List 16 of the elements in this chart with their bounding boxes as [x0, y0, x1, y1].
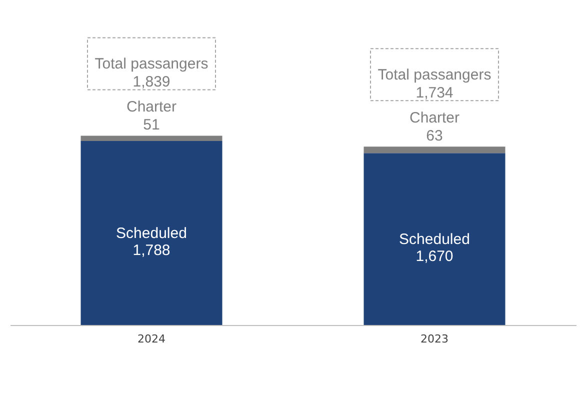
data-label: 1,788: [132, 242, 170, 259]
bar: [364, 146, 506, 154]
series-label: Charter: [126, 98, 177, 116]
bar: [80, 136, 222, 141]
text: Charter: [409, 110, 460, 127]
data-label: 1,670: [416, 248, 454, 266]
data-label: 51: [143, 116, 160, 134]
total-label: Total passangers 1,734: [378, 66, 492, 102]
bar: [364, 153, 506, 325]
total-label: Total passangers 1,839: [94, 56, 208, 91]
bar: [80, 140, 222, 325]
data-label: 63: [426, 128, 443, 145]
series-label: Scheduled: [116, 224, 187, 242]
x-tick-label: 2023: [420, 332, 448, 346]
text: Scheduled: [399, 231, 470, 248]
x-tick-label: 2024: [138, 332, 166, 346]
